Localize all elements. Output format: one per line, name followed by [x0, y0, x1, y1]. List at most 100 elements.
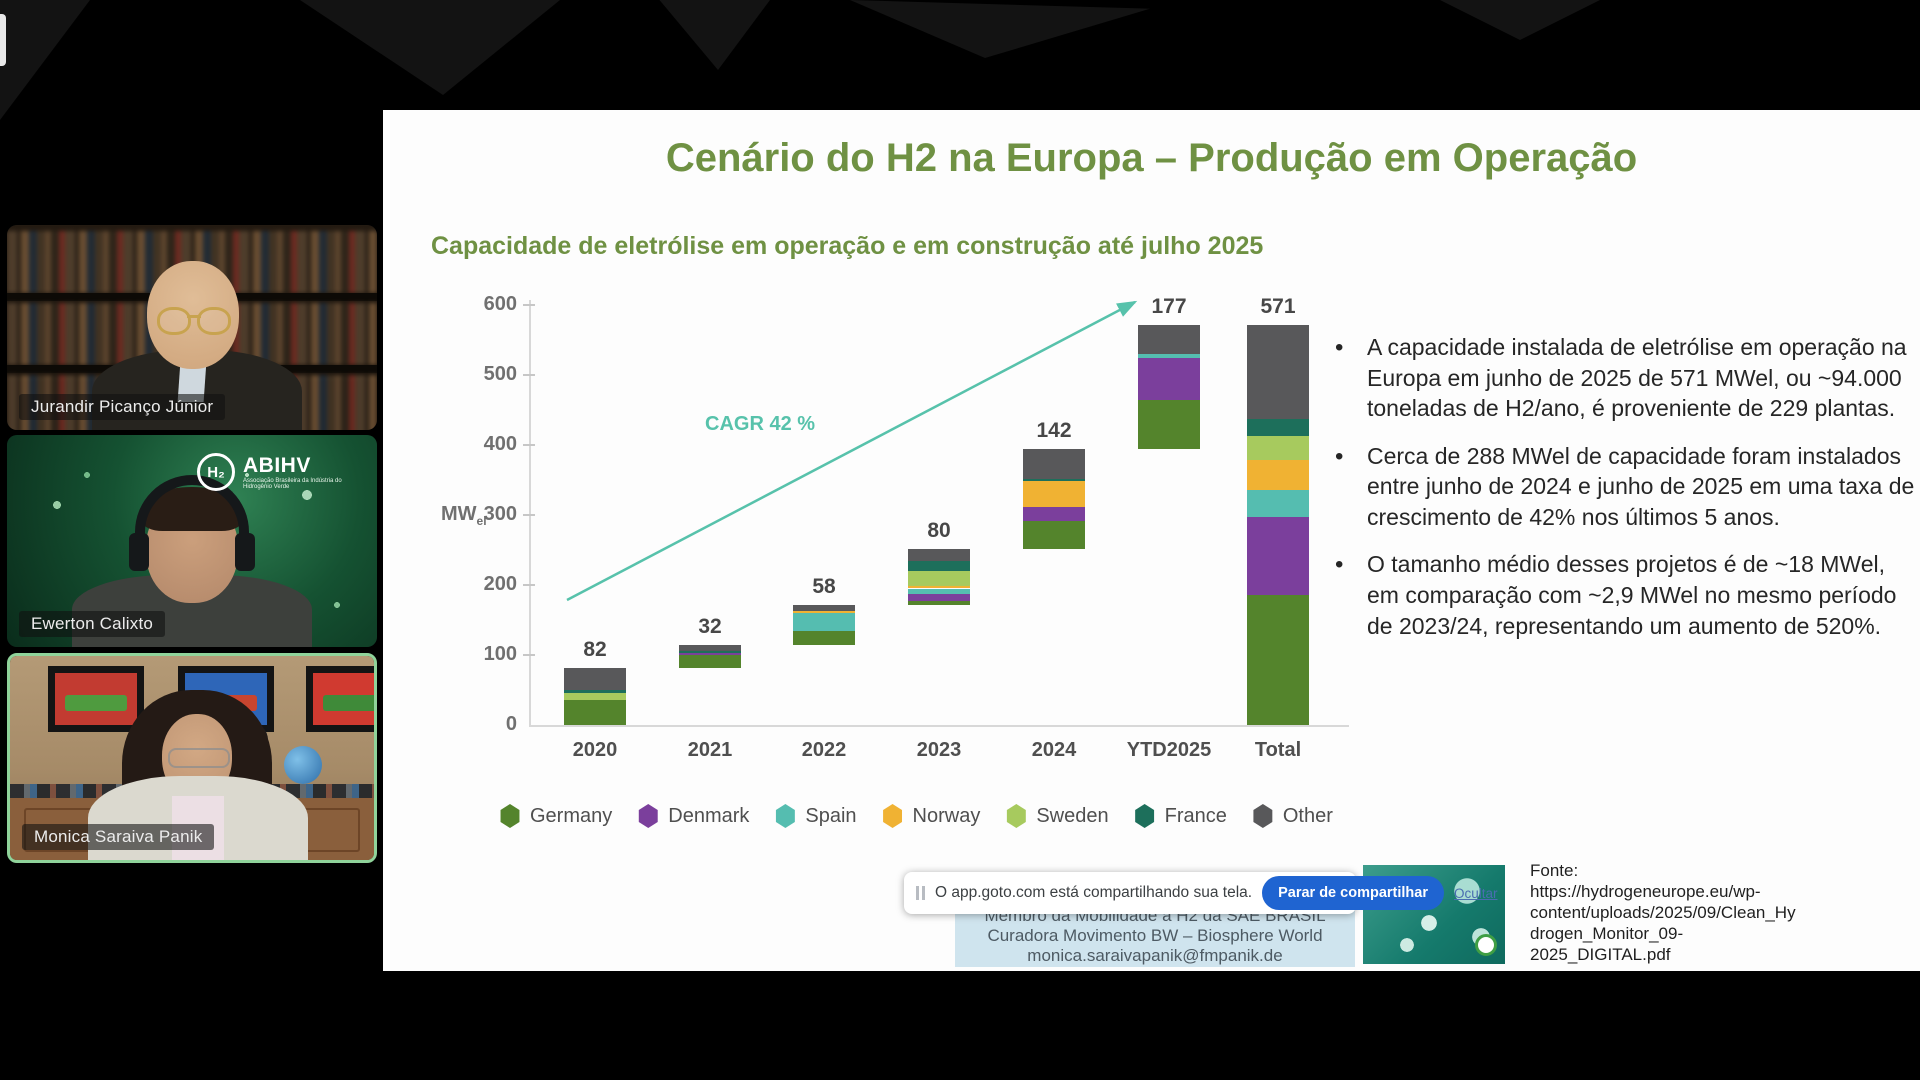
y-tick-label: 200 [483, 573, 517, 595]
legend-item-denmark: Denmark [637, 804, 749, 828]
participant-name-label: Ewerton Calixto [19, 611, 166, 637]
globe-decoration [284, 746, 322, 784]
bar-segment-other [1023, 449, 1085, 479]
bar-segment-denmark [679, 652, 741, 655]
y-tick-label: 400 [483, 433, 517, 455]
legend-marker-spain [775, 804, 795, 828]
y-tick-mark [523, 584, 535, 586]
desktop-wallpaper-shape [300, 0, 560, 95]
desktop-wallpaper-shape [850, 0, 1150, 58]
legend-label: Sweden [1036, 804, 1109, 827]
legend-label: Germany [530, 804, 613, 827]
bar-segment-denmark [908, 594, 970, 602]
bar-segment-germany [679, 655, 741, 668]
bar-segment-denmark [1138, 358, 1200, 401]
x-axis-line [529, 725, 1349, 727]
framed-poster [306, 666, 374, 732]
participant-name-label: Monica Saraiva Panik [22, 824, 215, 850]
y-tick-label: 0 [505, 713, 517, 735]
stop-sharing-button[interactable]: Parar de compartilhar [1262, 876, 1444, 910]
y-axis-unit-label: MWel [441, 503, 487, 528]
credentials-line: Curadora Movimento BW – Biosphere World [987, 926, 1323, 945]
bar-segment-france [1023, 478, 1085, 482]
legend-item-spain: Spain [774, 804, 857, 828]
bar-value-label: 80 [927, 518, 951, 542]
bar-segment-other [1138, 325, 1200, 354]
bar-segment-norway [908, 585, 970, 589]
cagr-annotation: CAGR 42 % [705, 413, 816, 435]
legend-marker-norway [883, 804, 903, 828]
bar-segment-other [793, 604, 855, 611]
participant-video-monica[interactable]: Monica Saraiva Panik [7, 653, 377, 863]
bar-segment-other [564, 667, 626, 690]
bar-segment-germany [1023, 520, 1085, 549]
legend-marker-france [1135, 804, 1155, 828]
source-url-line: drogen_Monitor_09- [1530, 924, 1684, 943]
legend-marker-sweden [1006, 804, 1026, 828]
desktop-wallpaper-shape [1440, 0, 1600, 40]
bar-value-label: 58 [812, 574, 836, 598]
framed-poster [48, 666, 144, 732]
share-message: O app.goto.com está compartilhando sua t… [935, 884, 1253, 901]
legend-item-other: Other [1252, 804, 1333, 828]
legend-item-norway: Norway [882, 804, 981, 828]
glasses [168, 748, 230, 768]
legend-label: France [1164, 804, 1227, 827]
credentials-email: monica.saraivapanik@fmpanik.de [1027, 946, 1283, 965]
bar-segment-france [908, 561, 970, 571]
report-logo-icon [1475, 934, 1497, 956]
pause-icon [916, 886, 925, 900]
bar-segment-sweden [1247, 435, 1309, 460]
legend-marker-other [1253, 804, 1273, 828]
bar-segment-other [908, 548, 970, 562]
bar-segment-norway [1023, 481, 1085, 507]
source-url-line: https://hydrogeneurope.eu/wp- [1530, 882, 1761, 901]
window-edge-sliver [0, 14, 6, 66]
bar-value-label: 142 [1036, 419, 1072, 443]
y-tick-mark [523, 444, 535, 446]
x-axis-label-ytd2025: YTD2025 [1126, 739, 1212, 761]
legend-label: Denmark [668, 804, 750, 827]
x-axis-label-total: Total [1254, 739, 1302, 761]
chart-legend: Germany Denmark Spain Norway Sweden France Oth… [499, 804, 1333, 828]
h2-logo-icon: H₂ [197, 453, 235, 491]
y-tick-label: 500 [483, 363, 517, 385]
participant-video-jurandir[interactable]: Jurandir Picanço Júnior [7, 225, 377, 430]
source-url-line: content/uploads/2025/09/Clean_Hy [1530, 903, 1796, 922]
x-axis-label-2024: 2024 [1031, 739, 1077, 761]
legend-item-sweden: Sweden [1005, 804, 1109, 828]
glasses [157, 307, 231, 335]
slide-bullet: O tamanho médio desses projetos é de ~18… [1331, 549, 1920, 641]
y-tick-label: 300 [483, 503, 517, 525]
bar-segment-spain [793, 613, 855, 632]
bar-value-label: 571 [1260, 295, 1296, 319]
bar-segment-spain [1247, 489, 1309, 518]
cagr-trend-arrow [566, 300, 1138, 602]
bar-segment-france [1247, 419, 1309, 436]
desktop-wallpaper-shape [659, 0, 770, 70]
headphone-earcup [235, 533, 255, 571]
headphone-earcup [129, 533, 149, 571]
source-label: Fonte: [1530, 861, 1579, 880]
y-tick-mark [523, 514, 535, 516]
y-tick-label: 600 [483, 293, 517, 315]
y-tick-mark [523, 374, 535, 376]
bar-segment-sweden [908, 571, 970, 586]
hide-bar-link[interactable]: Ocultar [1453, 885, 1498, 901]
desktop-wallpaper-shape [0, 0, 90, 120]
bar-segment-norway [1247, 459, 1309, 490]
slide-title: Cenário do H2 na Europa – Produção em Op… [665, 136, 1638, 180]
participant-video-ewerton[interactable]: H₂ ABIHV Associação Brasileira da Indúst… [7, 435, 377, 647]
slide-bullet-list: A capacidade instalada de eletrólise em … [1331, 332, 1920, 658]
slide-subtitle: Capacidade de eletrólise em operação e e… [431, 232, 1264, 260]
abihv-subtitle-text: Associação Brasileira da Indústria do Hi… [243, 477, 342, 490]
participant-name-label: Jurandir Picanço Júnior [19, 394, 226, 420]
legend-label: Norway [912, 804, 981, 827]
y-tick-mark [523, 654, 535, 656]
bar-segment-norway [793, 610, 855, 613]
x-axis-label-2020: 2020 [572, 739, 618, 761]
screen-share-notification-bar: O app.goto.com está compartilhando sua t… [904, 872, 1498, 914]
bar-segment-france [564, 690, 626, 693]
bar-segment-spain [1138, 354, 1200, 359]
